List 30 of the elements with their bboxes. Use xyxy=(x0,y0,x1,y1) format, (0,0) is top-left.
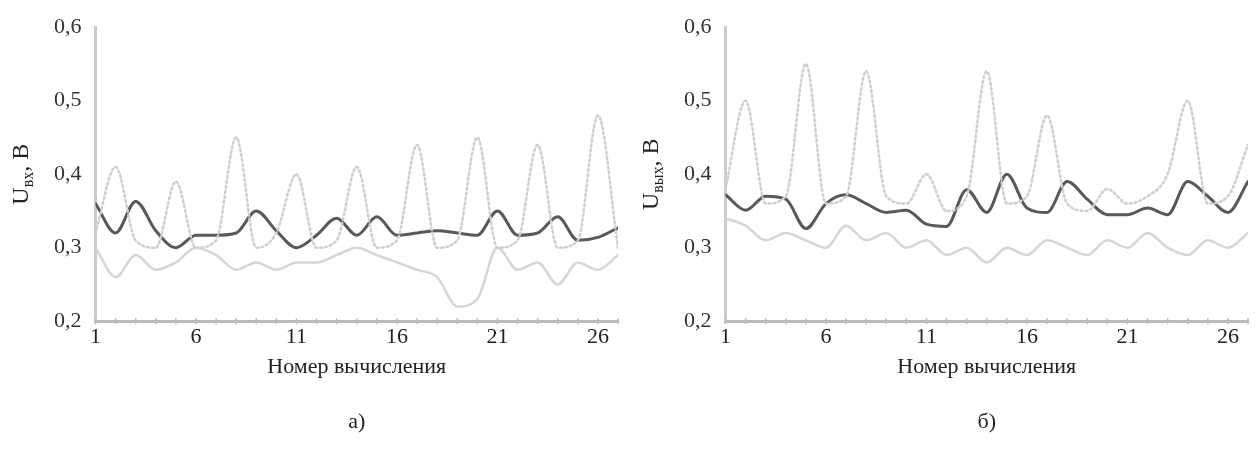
x-tick-label: 6 xyxy=(190,323,202,349)
text: б) xyxy=(977,407,997,433)
text: а) xyxy=(348,407,366,433)
x-tick-label: 11 xyxy=(915,323,938,349)
x-tick-label: 26 xyxy=(586,323,609,349)
x-tick-label: 21 xyxy=(486,323,509,349)
x-tick-label: 26 xyxy=(1216,323,1239,349)
y-tick-label: 0,3 xyxy=(684,233,712,259)
y-tick-label: 0,5 xyxy=(684,86,712,112)
x-tick-label: 16 xyxy=(385,323,408,349)
x-tick-label: 6 xyxy=(820,323,832,349)
x-tick-label: 1 xyxy=(90,323,101,349)
y-tick-label: 0,4 xyxy=(684,159,712,185)
line-series xyxy=(95,199,618,250)
y-axis-title: Uвых, В xyxy=(637,138,666,211)
y-tick-label: 0,2 xyxy=(54,306,82,332)
x-tick-label: 16 xyxy=(1015,323,1038,349)
x-tick-label: 11 xyxy=(285,323,308,349)
y-tick-label: 0,6 xyxy=(684,12,712,38)
x-axis-title: Номер вычисления xyxy=(267,352,447,378)
y-axis-title: Uвх, В xyxy=(7,143,36,205)
x-axis-title: Номер вычисления xyxy=(897,352,1077,378)
x-tick-label: 1 xyxy=(720,323,731,349)
y-tick-label: 0,4 xyxy=(54,159,82,185)
line-series xyxy=(725,172,1248,231)
y-tick-label: 0,6 xyxy=(54,12,82,38)
y-tick-label: 0,2 xyxy=(684,306,712,332)
y-tick-label: 0,3 xyxy=(54,233,82,259)
y-tick-label: 0,5 xyxy=(54,86,82,112)
x-tick-label: 21 xyxy=(1116,323,1139,349)
